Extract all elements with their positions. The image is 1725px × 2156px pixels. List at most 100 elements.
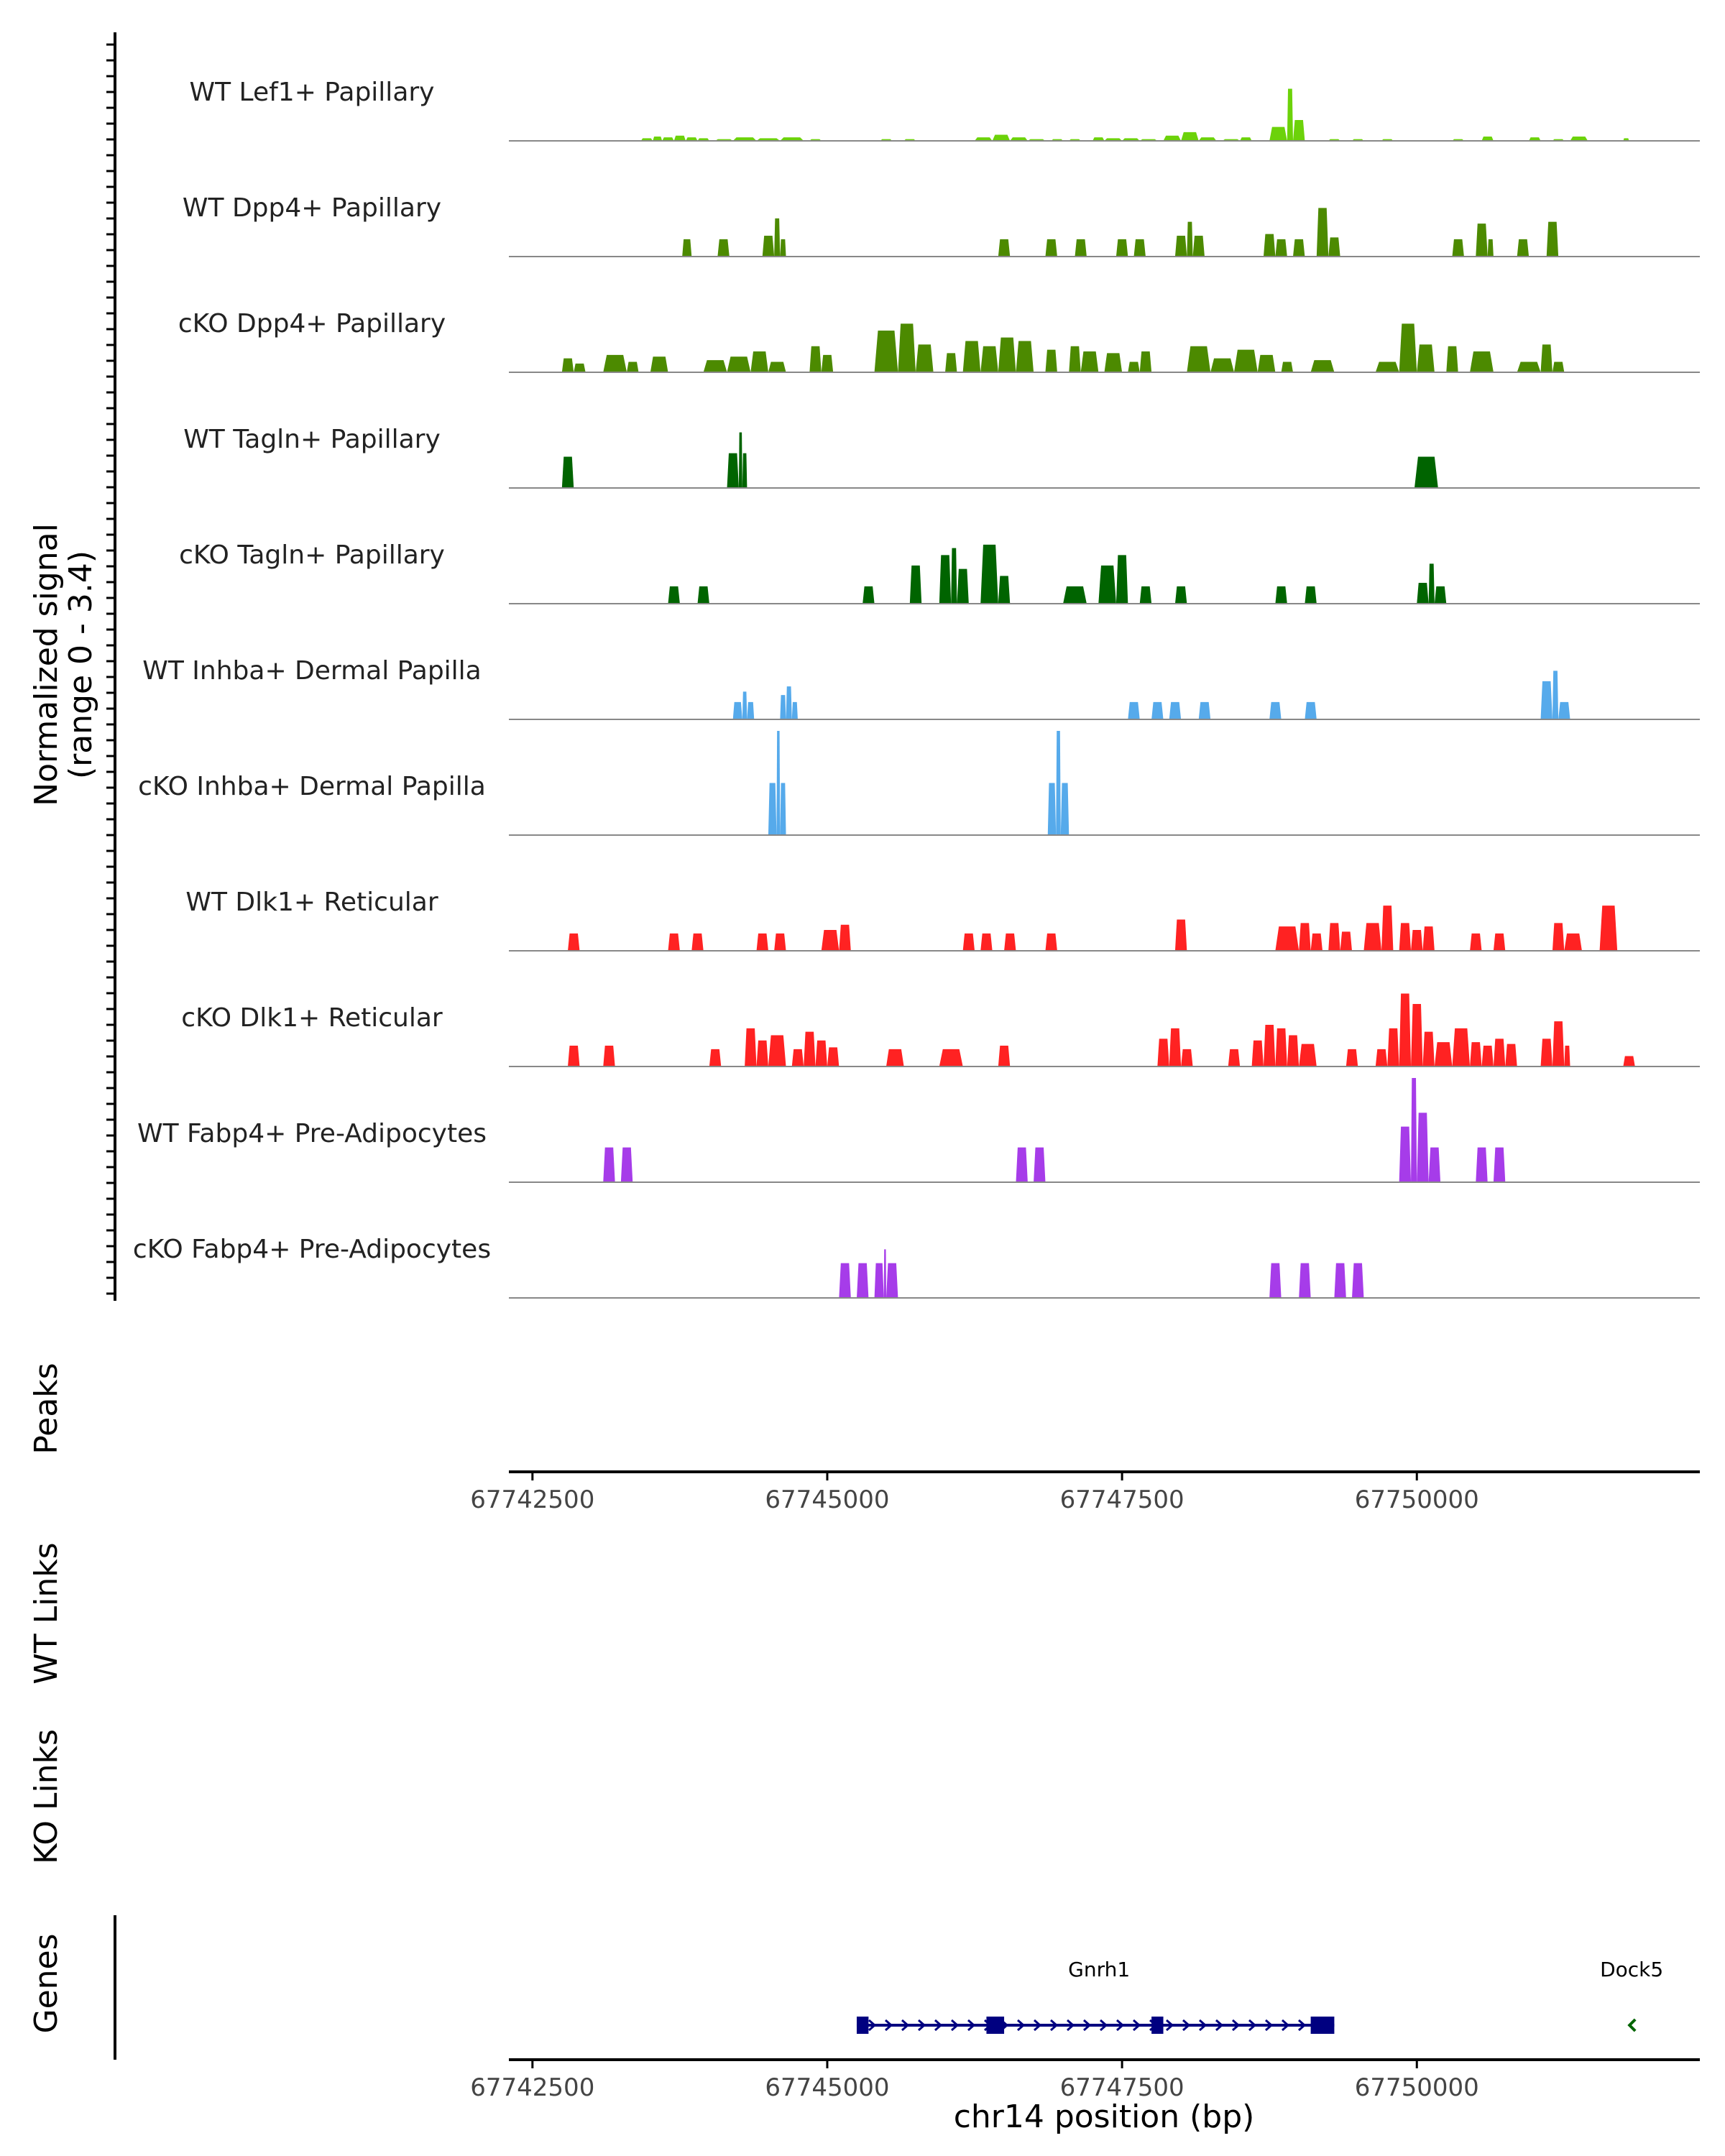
coverage-peak xyxy=(862,586,875,604)
coverage-peak xyxy=(1452,239,1464,257)
gene-strand-arrow xyxy=(1198,2019,1208,2032)
coverage-peak xyxy=(1564,1046,1570,1067)
coverage-peak xyxy=(603,1046,615,1067)
coverage-peak xyxy=(1016,341,1034,372)
coverage-peak xyxy=(998,337,1016,372)
coverage-peak xyxy=(1056,731,1061,835)
coverage-peak xyxy=(1552,671,1559,719)
coverage-peak xyxy=(1063,586,1087,604)
coverage-peak xyxy=(1128,701,1140,719)
coverage-track: WT Fabp4+ Pre-Adipocytes xyxy=(137,1078,1700,1183)
peaks-x-axis-tick-label: 67750000 xyxy=(1355,1485,1479,1514)
coverage-peak xyxy=(768,1035,786,1067)
coverage-peak xyxy=(962,341,981,372)
coverage-peak xyxy=(1299,1263,1311,1298)
coverage-track: cKO Tagln+ Papillary xyxy=(179,540,1700,604)
wt-links-panel-label: WT Links xyxy=(28,1542,65,1684)
coverage-peak xyxy=(1269,701,1282,719)
coverage-peak xyxy=(1139,586,1152,604)
coverage-peak xyxy=(1434,586,1447,604)
y-axis-label-line1: Normalized signal xyxy=(28,523,65,806)
coverage-peak xyxy=(815,1040,827,1067)
genes-panel-label: Genes xyxy=(28,1933,65,2033)
coverage-peak xyxy=(1546,221,1559,257)
coverage-peak xyxy=(1198,137,1217,141)
coverage-peak xyxy=(1281,361,1293,372)
coverage-peak xyxy=(1299,1044,1317,1067)
coverage-peak xyxy=(1417,1112,1429,1182)
coverage-peak xyxy=(1275,239,1287,257)
coverage-peak xyxy=(742,453,748,488)
track-label: WT Inhba+ Dermal Papilla xyxy=(142,656,481,686)
coverage-peak xyxy=(1375,361,1399,372)
gene-strand-arrow xyxy=(1016,2019,1026,2032)
track-label: cKO Fabp4+ Pre-Adipocytes xyxy=(133,1235,491,1264)
gene-exon xyxy=(1310,2017,1335,2034)
coverage-peak xyxy=(883,1249,886,1298)
coverage-peak xyxy=(1375,1049,1388,1067)
coverage-peak xyxy=(1263,234,1276,257)
coverage-peak xyxy=(1334,1263,1346,1298)
coverage-peak xyxy=(1045,239,1057,257)
coverage-peak xyxy=(1411,1004,1423,1067)
coverage-peak xyxy=(1470,1042,1482,1067)
coverage-peak xyxy=(774,933,786,951)
coverage-peak xyxy=(603,1147,615,1182)
coverage-peak xyxy=(653,136,663,141)
coverage-track: cKO Dpp4+ Papillary xyxy=(178,309,1700,373)
coverage-peak xyxy=(717,239,730,257)
coverage-peak xyxy=(1470,351,1494,372)
coverage-peak xyxy=(1552,1021,1565,1067)
coverage-peak xyxy=(568,1046,580,1067)
coverage-peak xyxy=(650,356,668,372)
coverage-peak xyxy=(756,933,768,951)
gene-strand-arrow xyxy=(1627,2018,1637,2032)
gene-strand-arrow xyxy=(934,2019,943,2032)
coverage-peak xyxy=(568,933,580,951)
coverage-peak xyxy=(939,1049,963,1067)
coverage-peak xyxy=(916,344,934,372)
gene-strand-arrow xyxy=(1297,2019,1307,2032)
coverage-peak xyxy=(1010,137,1028,141)
coverage-peak xyxy=(1228,1049,1241,1067)
coverage-peak xyxy=(1045,933,1057,951)
coverage-peak xyxy=(1310,360,1335,372)
coverage-peak xyxy=(709,1049,722,1067)
ko-links-panel-label: KO Links xyxy=(28,1729,65,1864)
track-label: WT Lef1+ Papillary xyxy=(190,78,435,107)
coverage-peak xyxy=(1363,923,1382,951)
coverage-peak xyxy=(1552,361,1565,372)
coverage-peak xyxy=(1287,1035,1300,1067)
coverage-peak xyxy=(1240,137,1252,141)
coverage-peak xyxy=(780,239,786,257)
coverage-peak xyxy=(1517,361,1541,372)
peaks-x-axis-tick-label: 67747500 xyxy=(1060,1485,1184,1514)
coverage-peak xyxy=(561,358,574,372)
coverage-track: WT Lef1+ Papillary xyxy=(190,78,1700,142)
coverage-peak xyxy=(1116,239,1128,257)
gene-strand-arrow xyxy=(1231,2019,1241,2032)
coverage-peak xyxy=(980,346,998,372)
coverage-peak xyxy=(1540,344,1552,372)
coverage-peak xyxy=(1263,1025,1276,1067)
coverage-peak xyxy=(780,137,804,141)
coverage-peak xyxy=(856,1263,869,1298)
coverage-peak xyxy=(951,548,957,604)
coverage-peak xyxy=(1151,701,1164,719)
track-label: cKO Dlk1+ Reticular xyxy=(181,1003,443,1033)
coverage-peak xyxy=(1399,923,1412,951)
coverage-peak xyxy=(1328,237,1340,257)
coverage-peak xyxy=(975,137,993,141)
coverage-peak xyxy=(668,933,680,951)
coverage-peak xyxy=(1045,349,1057,372)
coverage-peak xyxy=(886,1049,904,1067)
genes-x-axis-tick-label: 67747500 xyxy=(1060,2073,1184,2102)
coverage-peak xyxy=(1529,137,1541,141)
coverage-peak xyxy=(821,354,834,372)
gene-strand-arrow xyxy=(1248,2019,1257,2032)
coverage-peak xyxy=(1104,353,1123,372)
coverage-peak xyxy=(1399,993,1412,1067)
coverage-peak xyxy=(1517,239,1530,257)
coverage-peak xyxy=(992,134,1011,141)
